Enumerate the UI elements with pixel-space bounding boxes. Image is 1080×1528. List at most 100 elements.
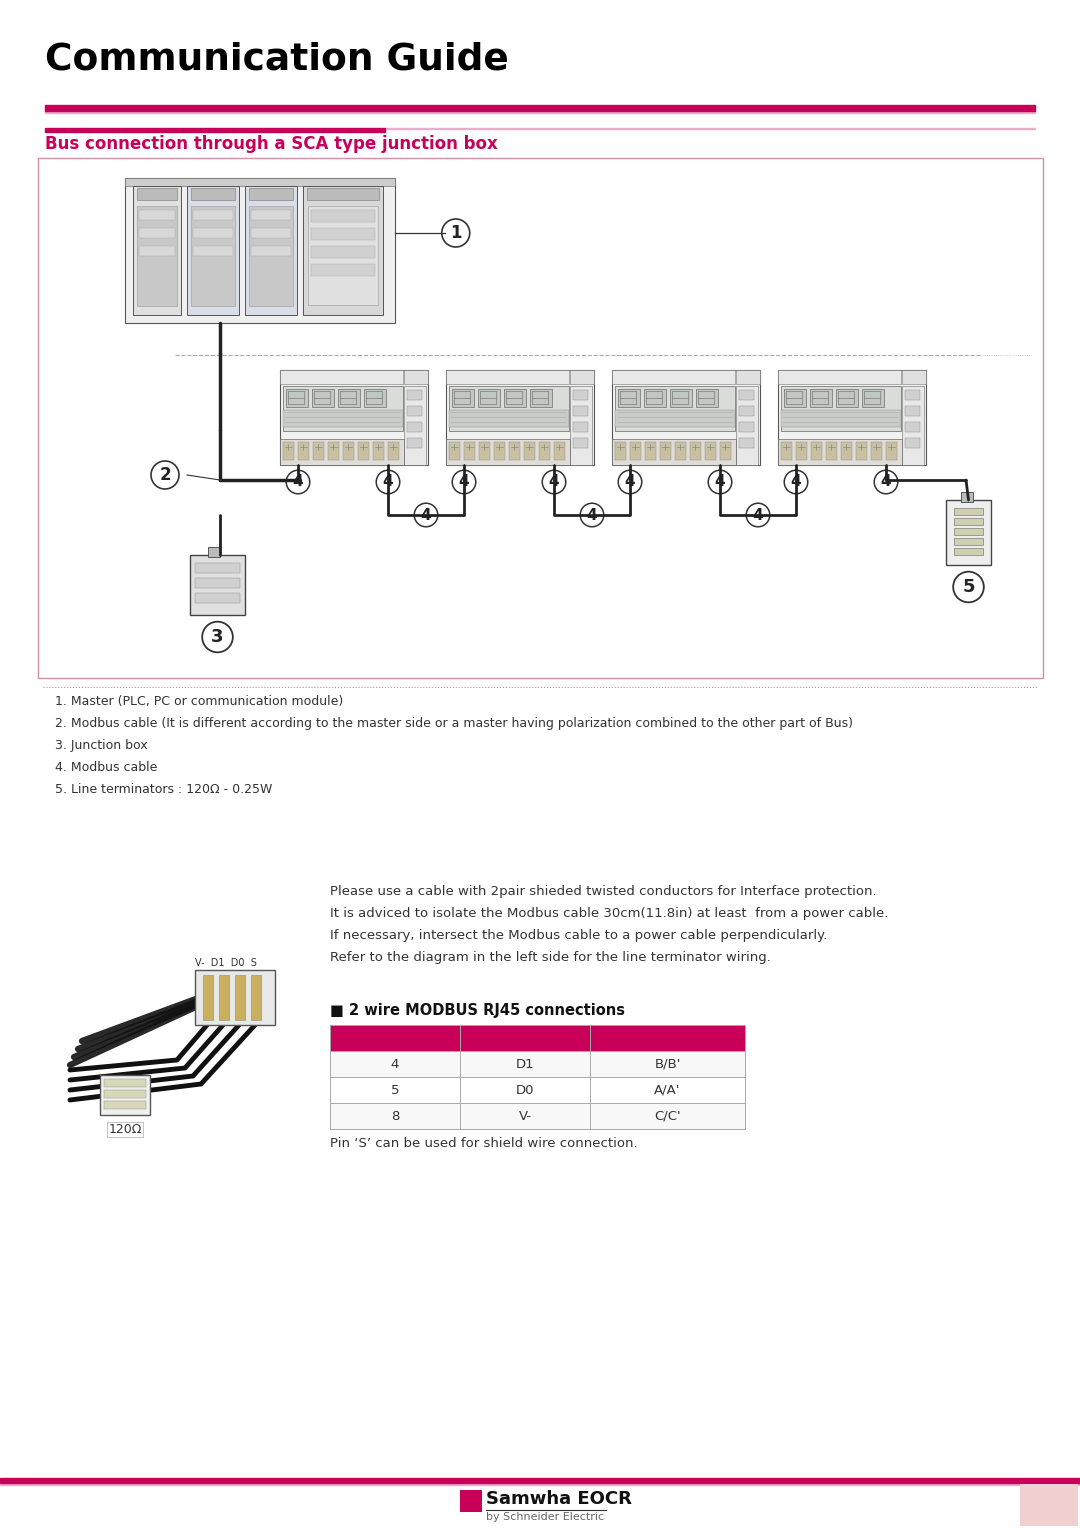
Bar (902, 370, 926, 384)
Text: V-: V- (518, 1109, 531, 1123)
Bar (615, 442, 626, 460)
Bar (573, 406, 588, 416)
Bar (193, 246, 233, 257)
Bar (660, 442, 671, 460)
Text: 4: 4 (382, 475, 393, 489)
Bar (203, 975, 213, 1021)
Bar (311, 228, 375, 240)
Bar (449, 442, 460, 460)
Text: 5: 5 (962, 578, 975, 596)
Bar (449, 410, 569, 426)
Text: A/A': A/A' (654, 1083, 680, 1097)
Text: 4. Modbus cable: 4. Modbus cable (55, 761, 158, 775)
Text: V-  D1  D0  S: V- D1 D0 S (195, 958, 257, 969)
Bar (45, 105, 1035, 112)
Bar (905, 422, 920, 432)
Text: Samwha EOCR: Samwha EOCR (782, 371, 823, 376)
Bar (286, 390, 308, 406)
Text: 4: 4 (791, 475, 801, 489)
Bar (338, 390, 360, 406)
Bar (480, 442, 490, 460)
Bar (404, 387, 426, 465)
Bar (100, 1076, 150, 1115)
Text: Samwha EOCR: Samwha EOCR (284, 371, 325, 376)
Bar (357, 442, 369, 460)
Text: 4: 4 (391, 1057, 400, 1071)
Bar (195, 970, 275, 1025)
Bar (446, 370, 569, 384)
Text: EOCR: EOCR (462, 1491, 483, 1497)
Bar (946, 500, 991, 565)
Bar (446, 370, 594, 465)
Bar (283, 387, 403, 431)
Bar (45, 128, 384, 131)
Text: Refer to the diagram in the left side for the line terminator wiring.: Refer to the diagram in the left side fo… (330, 950, 771, 964)
Text: 4: 4 (586, 507, 597, 523)
Bar (312, 390, 334, 406)
Bar (954, 518, 983, 526)
Text: 5. Line terminators : 120Ω - 0.25W: 5. Line terminators : 120Ω - 0.25W (55, 782, 272, 796)
Bar (307, 188, 379, 200)
Bar (125, 177, 395, 322)
Text: 1. Master (PLC, PC or communication module): 1. Master (PLC, PC or communication modu… (55, 695, 343, 707)
Text: 4: 4 (753, 507, 764, 523)
Bar (245, 186, 297, 315)
Bar (573, 422, 588, 432)
Text: Pin on RJ45: Pin on RJ45 (355, 1031, 435, 1045)
Bar (303, 186, 383, 315)
Bar (388, 442, 399, 460)
Text: 4: 4 (624, 475, 635, 489)
Bar (739, 422, 754, 432)
Text: Samwha EOCR: Samwha EOCR (486, 1490, 632, 1508)
Bar (494, 442, 505, 460)
Bar (251, 246, 291, 257)
Text: ■ 2 wire MODBUS RJ45 connections: ■ 2 wire MODBUS RJ45 connections (330, 1002, 625, 1018)
Bar (137, 206, 177, 306)
Bar (826, 442, 837, 460)
Bar (446, 439, 570, 465)
Bar (690, 442, 701, 460)
Bar (280, 439, 404, 465)
Bar (778, 439, 902, 465)
Bar (298, 442, 309, 460)
Bar (670, 390, 692, 406)
Bar (554, 442, 565, 460)
Bar (570, 370, 594, 384)
Bar (778, 370, 901, 384)
Bar (449, 387, 569, 431)
Bar (235, 975, 245, 1021)
Bar (139, 246, 175, 257)
Bar (139, 228, 175, 238)
Bar (193, 228, 233, 238)
Bar (573, 439, 588, 448)
Bar (373, 442, 384, 460)
Bar (573, 390, 588, 400)
Text: 8: 8 (391, 1109, 400, 1123)
Bar (330, 1025, 745, 1051)
Text: Samwha EOCR: Samwha EOCR (450, 371, 491, 376)
Bar (735, 387, 758, 465)
Bar (1020, 1484, 1078, 1526)
Text: Please use a cable with 2pair shieded twisted conductors for Interface protectio: Please use a cable with 2pair shieded tw… (330, 885, 877, 898)
Bar (735, 370, 760, 384)
Bar (311, 246, 375, 258)
Bar (133, 186, 181, 315)
Bar (862, 390, 885, 406)
Bar (524, 442, 535, 460)
Bar (811, 442, 822, 460)
Bar (407, 406, 422, 416)
Bar (139, 209, 175, 220)
Bar (343, 442, 354, 460)
Bar (696, 390, 718, 406)
Bar (364, 390, 386, 406)
Bar (644, 390, 666, 406)
Bar (249, 188, 293, 200)
Text: 4: 4 (459, 475, 470, 489)
Text: D0: D0 (516, 1083, 535, 1097)
Bar (615, 387, 735, 431)
Bar (251, 975, 261, 1021)
Bar (784, 390, 806, 406)
Bar (453, 390, 474, 406)
Bar (509, 442, 519, 460)
Bar (539, 442, 550, 460)
